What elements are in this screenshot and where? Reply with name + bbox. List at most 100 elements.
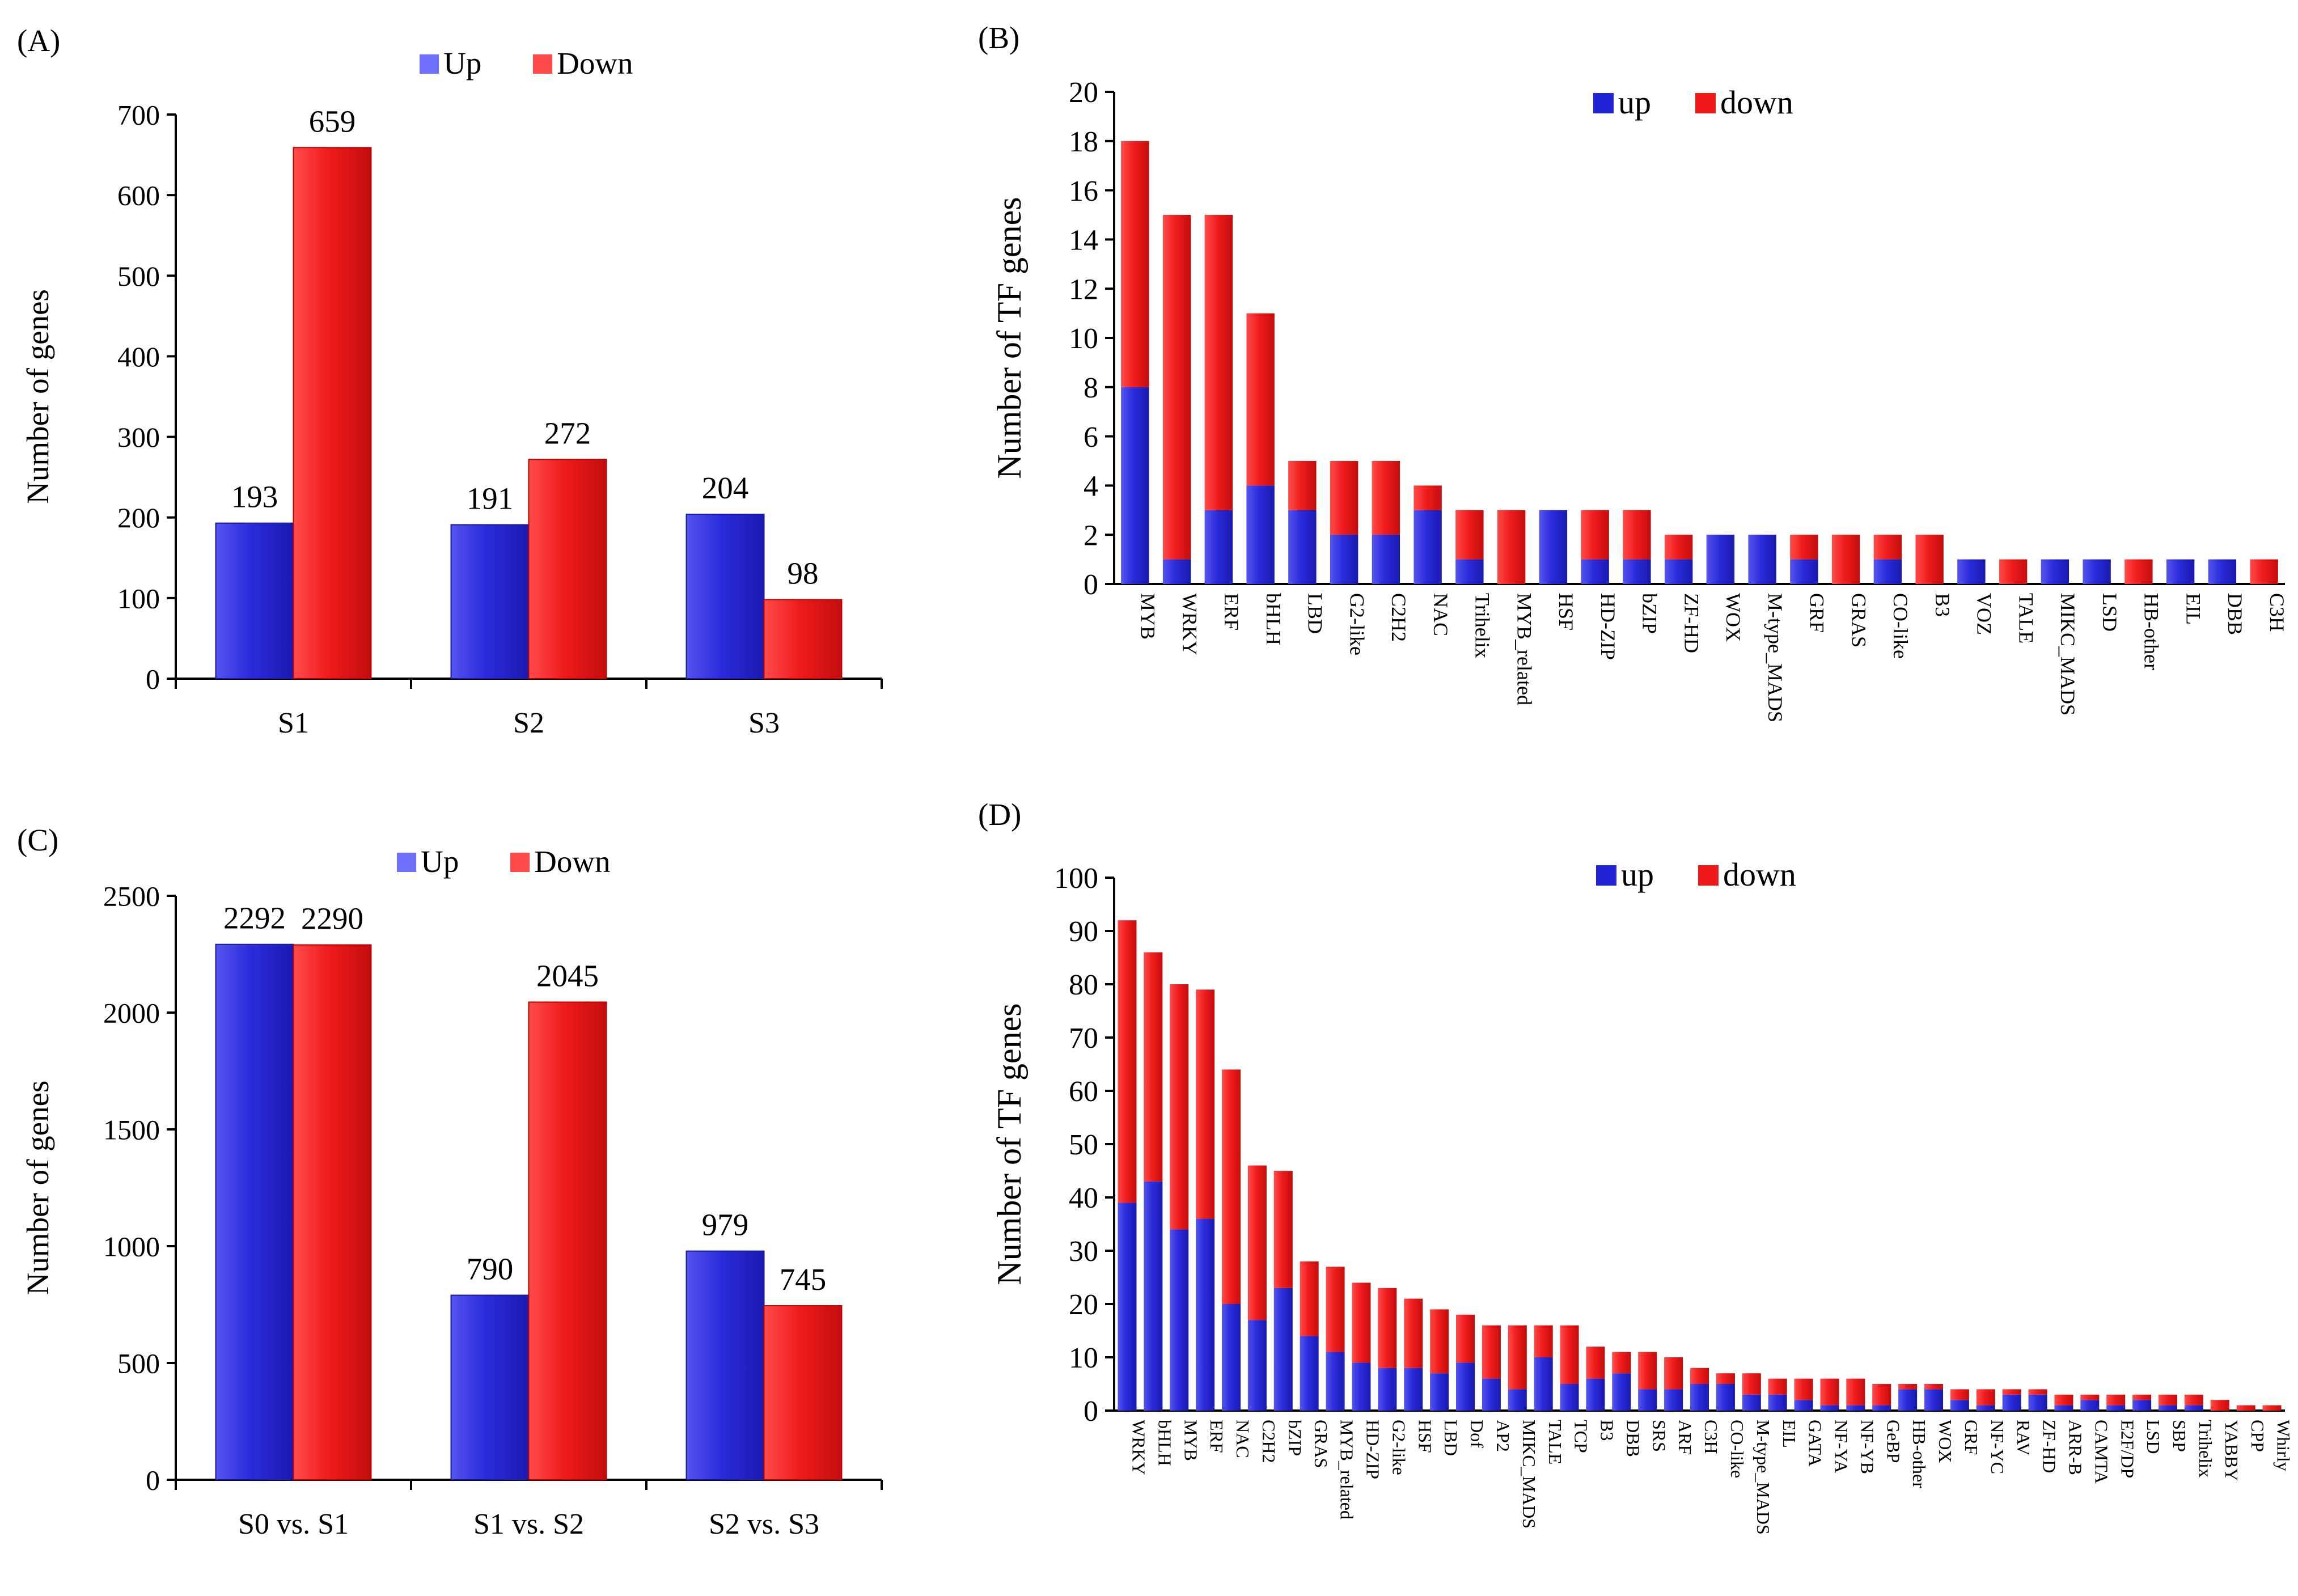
x-category-label: ERF — [1220, 593, 1243, 630]
bar-segment-down — [1612, 1352, 1631, 1374]
y-tick-label: 16 — [1069, 175, 1098, 208]
bar-segment-down — [1196, 989, 1215, 1219]
y-tick-label: 500 — [117, 1348, 160, 1379]
bar-down — [293, 147, 372, 679]
y-tick-label: 12 — [1069, 273, 1098, 306]
bar-segment-up — [1539, 510, 1568, 584]
bar-segment-down — [1273, 1171, 1293, 1288]
bar-segment-up — [1820, 1405, 1839, 1411]
bar-segment-down — [2158, 1394, 2178, 1406]
y-tick-label: 50 — [1069, 1129, 1098, 1161]
y-tick-label: 400 — [117, 341, 160, 372]
x-category-label: GeBP — [1883, 1420, 1903, 1463]
bar-segment-down — [1560, 1325, 1579, 1384]
x-category-label: LSD — [2143, 1420, 2164, 1454]
bar-segment-up — [2132, 1400, 2152, 1411]
bar-segment-up — [1118, 1203, 1137, 1411]
y-tick-label: 100 — [1054, 862, 1098, 895]
x-category-label: B3 — [1597, 1420, 1618, 1441]
bar-segment-up — [1872, 1405, 1891, 1411]
x-category-label: GRAS — [1311, 1420, 1331, 1468]
bar-down — [763, 1305, 843, 1481]
bar-up — [215, 522, 294, 680]
panel-label: (A) — [17, 23, 60, 58]
y-tick-label: 100 — [117, 582, 160, 614]
bar-segment-down — [2184, 1394, 2203, 1406]
x-category-label: SBP — [2169, 1420, 2190, 1452]
bar-segment-down — [1581, 510, 1609, 560]
bar-segment-up — [1352, 1362, 1371, 1411]
bar-down — [528, 1001, 607, 1480]
x-category-label: TCP — [1571, 1420, 1592, 1453]
x-category-label: NF-YC — [1987, 1420, 2008, 1474]
x-category-label: WOX — [1722, 593, 1745, 642]
bar-segment-down — [2028, 1389, 2047, 1395]
bar-segment-up — [1162, 559, 1191, 584]
x-category-label: M-type_MADS — [1753, 1420, 1774, 1535]
bar-up — [685, 1250, 765, 1481]
bar-segment-down — [1898, 1384, 1918, 1390]
bar-segment-down — [1915, 535, 1944, 584]
bar-segment-up — [2184, 1405, 2203, 1411]
x-category-label: G2-like — [1345, 593, 1368, 655]
panel-label: (D) — [978, 797, 1021, 832]
bar-segment-up — [1404, 1368, 1423, 1411]
y-axis-title: Number of TF genes — [991, 1003, 1028, 1285]
y-tick-label: 10 — [1069, 1342, 1098, 1374]
y-tick-label: 200 — [117, 502, 160, 534]
x-category-label: MYB — [1180, 1420, 1201, 1461]
x-category-label: MYB_related — [1337, 1420, 1357, 1519]
y-tick-label: 10 — [1069, 323, 1098, 355]
bar-segment-up — [1957, 559, 1986, 584]
y-tick-label: 8 — [1084, 372, 1098, 404]
legend-swatch-down — [1698, 865, 1719, 886]
bar-segment-up — [1768, 1394, 1787, 1411]
x-category-label: B3 — [1931, 593, 1954, 617]
bar-segment-up — [1924, 1389, 1944, 1411]
x-category-label: C3H — [1701, 1420, 1721, 1454]
bar-segment-up — [1170, 1229, 1189, 1411]
data-label-down: 659 — [309, 104, 356, 138]
data-label-down: 2045 — [536, 958, 599, 993]
bar-segment-up — [1560, 1384, 1579, 1411]
bar-segment-down — [1300, 1261, 1319, 1336]
x-category-label: MIKC_MADS — [2056, 593, 2079, 716]
x-category-label: ZF-HD — [2039, 1420, 2060, 1473]
y-tick-label: 700 — [117, 99, 160, 131]
x-category-label: M-type_MADS — [1764, 593, 1787, 722]
bar-segment-up — [1898, 1389, 1918, 1411]
bar-segment-down — [1768, 1378, 1787, 1395]
x-category-label: bHLH — [1262, 593, 1285, 645]
x-category-label: S2 — [513, 707, 544, 739]
bar-segment-up — [1742, 1394, 1761, 1411]
data-label-down: 98 — [787, 556, 818, 591]
bar-up — [685, 514, 765, 679]
y-tick-label: 60 — [1069, 1076, 1098, 1108]
panel-label: (C) — [17, 823, 58, 857]
x-category-label: DBB — [1623, 1420, 1643, 1457]
x-category-label: bZIP — [1285, 1420, 1305, 1456]
bar-segment-down — [1742, 1373, 1761, 1395]
bar-segment-up — [2054, 1405, 2073, 1411]
y-tick-label: 30 — [1069, 1235, 1098, 1268]
x-category-label: HB-other — [2140, 593, 2163, 670]
legend: up down — [1596, 856, 1796, 893]
legend: Up Down — [397, 844, 611, 879]
bar-segment-down — [1690, 1368, 1709, 1384]
bar-segment-up — [1247, 1320, 1267, 1411]
bar-segment-up — [2166, 559, 2195, 584]
bar-segment-up — [1196, 1218, 1215, 1411]
bar-segment-down — [1121, 141, 1149, 387]
x-category-label: MYB_related — [1513, 593, 1535, 705]
x-category-label: NAC — [1233, 1420, 1253, 1458]
legend-swatch-up — [420, 54, 439, 74]
legend-swatch-up — [1596, 865, 1616, 886]
data-label-down: 745 — [780, 1262, 827, 1297]
panel-d: (D) 0 10 20 30 40 50 60 70 80 90 100 Number of TF ge… — [978, 797, 2294, 1535]
bar-segment-up — [1378, 1368, 1397, 1411]
x-category-label: EIL — [2182, 593, 2204, 625]
x-category-label: HD-ZIP — [1597, 593, 1619, 660]
x-category-label: GRAS — [1847, 593, 1870, 647]
bar-segment-up — [1664, 559, 1693, 584]
